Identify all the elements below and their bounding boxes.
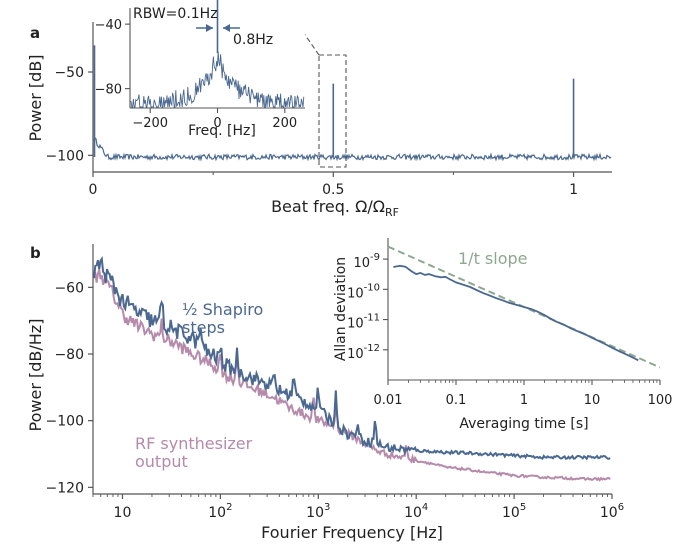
- panel-a-xtick-label: 0.5: [322, 182, 344, 198]
- inset-a-ytick-label: −80: [95, 83, 122, 98]
- inset-a-span-label: 0.8Hz: [233, 32, 273, 48]
- inset-a-xlabel: Freq. [Hz]: [188, 123, 256, 139]
- panel-a-zoom-connector: [302, 31, 320, 56]
- panel-b-shapiro-label-1: ½ Shapiro: [182, 300, 263, 319]
- panel-b-ylabel: Power [dB/Hz]: [26, 319, 45, 432]
- panel-a-ytick-label: −100: [46, 148, 84, 164]
- inset-b-xtick-label: 1: [520, 393, 528, 408]
- inset-b-ytick-label: 10-12: [347, 343, 380, 362]
- panel-a-zoom-box: [318, 54, 347, 168]
- inset-b-ytick-label: 10-11: [347, 313, 380, 332]
- inset-b-xtick-label: 0.1: [446, 393, 467, 408]
- panel-b-label: b: [30, 244, 41, 262]
- inset-a-ytick-label: −40: [95, 18, 122, 33]
- inset-b-ticks: 0.01 0.1 1 10 100 10-9 10-10 10-11 10-12: [347, 252, 672, 408]
- inset-b-ytick-label: 10-10: [347, 282, 380, 301]
- panel-b-ytick-label: −60: [54, 280, 84, 296]
- panel-b-xtick-label: 103: [306, 502, 330, 521]
- inset-b-xtick-label: 10: [584, 393, 601, 408]
- panel-a-ticks: 0 0.5 1 −50 −100: [46, 65, 578, 198]
- panel-b-xlabel: Fourier Frequency [Hz]: [261, 523, 443, 542]
- inset-b-ytick-label: 10-9: [353, 252, 380, 271]
- panel-a-xlabel-text: Beat freq. Ω/Ω: [271, 197, 385, 216]
- inset-a-rbw-label: RBW=0.1Hz: [133, 6, 218, 22]
- panel-b-shapiro-trace: [93, 255, 611, 461]
- panel-b-xtick-label: 106: [600, 502, 624, 521]
- panel-a-ylabel: Power [dB]: [26, 54, 45, 141]
- panel-a-xlabel: Beat freq. Ω/ΩRF: [271, 197, 399, 219]
- inset-b-xlabel: Averaging time [s]: [459, 416, 588, 432]
- panel-a-xtick-label: 1: [569, 182, 578, 198]
- panel-b-xtick-label: 10: [114, 505, 132, 521]
- panel-b-rf-label-1: RF synthesizer: [135, 434, 253, 453]
- inset-b-allan-trace: [393, 264, 639, 362]
- panel-a-ytick-label: −50: [54, 65, 84, 81]
- panel-b-xtick-label: 102: [208, 502, 232, 521]
- inset-a-span-arrows: [196, 24, 240, 32]
- panel-b-xtick-label: 105: [502, 502, 526, 521]
- panel-a-noise-floor: [93, 137, 612, 162]
- inset-a-xtick-label: 200: [272, 116, 297, 131]
- panel-b-ytick-label: −100: [46, 414, 84, 430]
- panel-a-xlabel-sub: RF: [385, 206, 399, 219]
- inset-a-xtick-label: 0: [213, 116, 221, 131]
- inset-a-trace: [130, 51, 305, 109]
- inset-a-xtick-label: −200: [132, 116, 168, 131]
- inset-a-ticks: −200 0 200 −40 −80: [95, 18, 298, 131]
- inset-b-slope-label: 1/t slope: [458, 249, 528, 268]
- panel-b-ytick-label: −80: [54, 347, 84, 363]
- inset-b-xtick-label: 0.01: [374, 393, 403, 408]
- panel-a-xtick-label: 0: [89, 182, 98, 198]
- inset-b-background: [388, 238, 660, 380]
- panel-b-xtick-label: 104: [404, 502, 428, 521]
- panel-b-ticks: 10 102 103 104 105 106 −60 −80 −100 −120: [46, 280, 625, 521]
- panel-b-ytick-label: −120: [46, 480, 84, 496]
- inset-b-ylabel: Allan deviation: [333, 257, 349, 361]
- panel-b-shapiro-label-2: steps: [182, 318, 225, 337]
- inset-b-xtick-label: 100: [648, 393, 673, 408]
- panel-b-rf-label-2: output: [135, 452, 188, 471]
- panel-b-rf-synthesizer-trace: [93, 269, 611, 482]
- panel-a-label: a: [30, 24, 40, 42]
